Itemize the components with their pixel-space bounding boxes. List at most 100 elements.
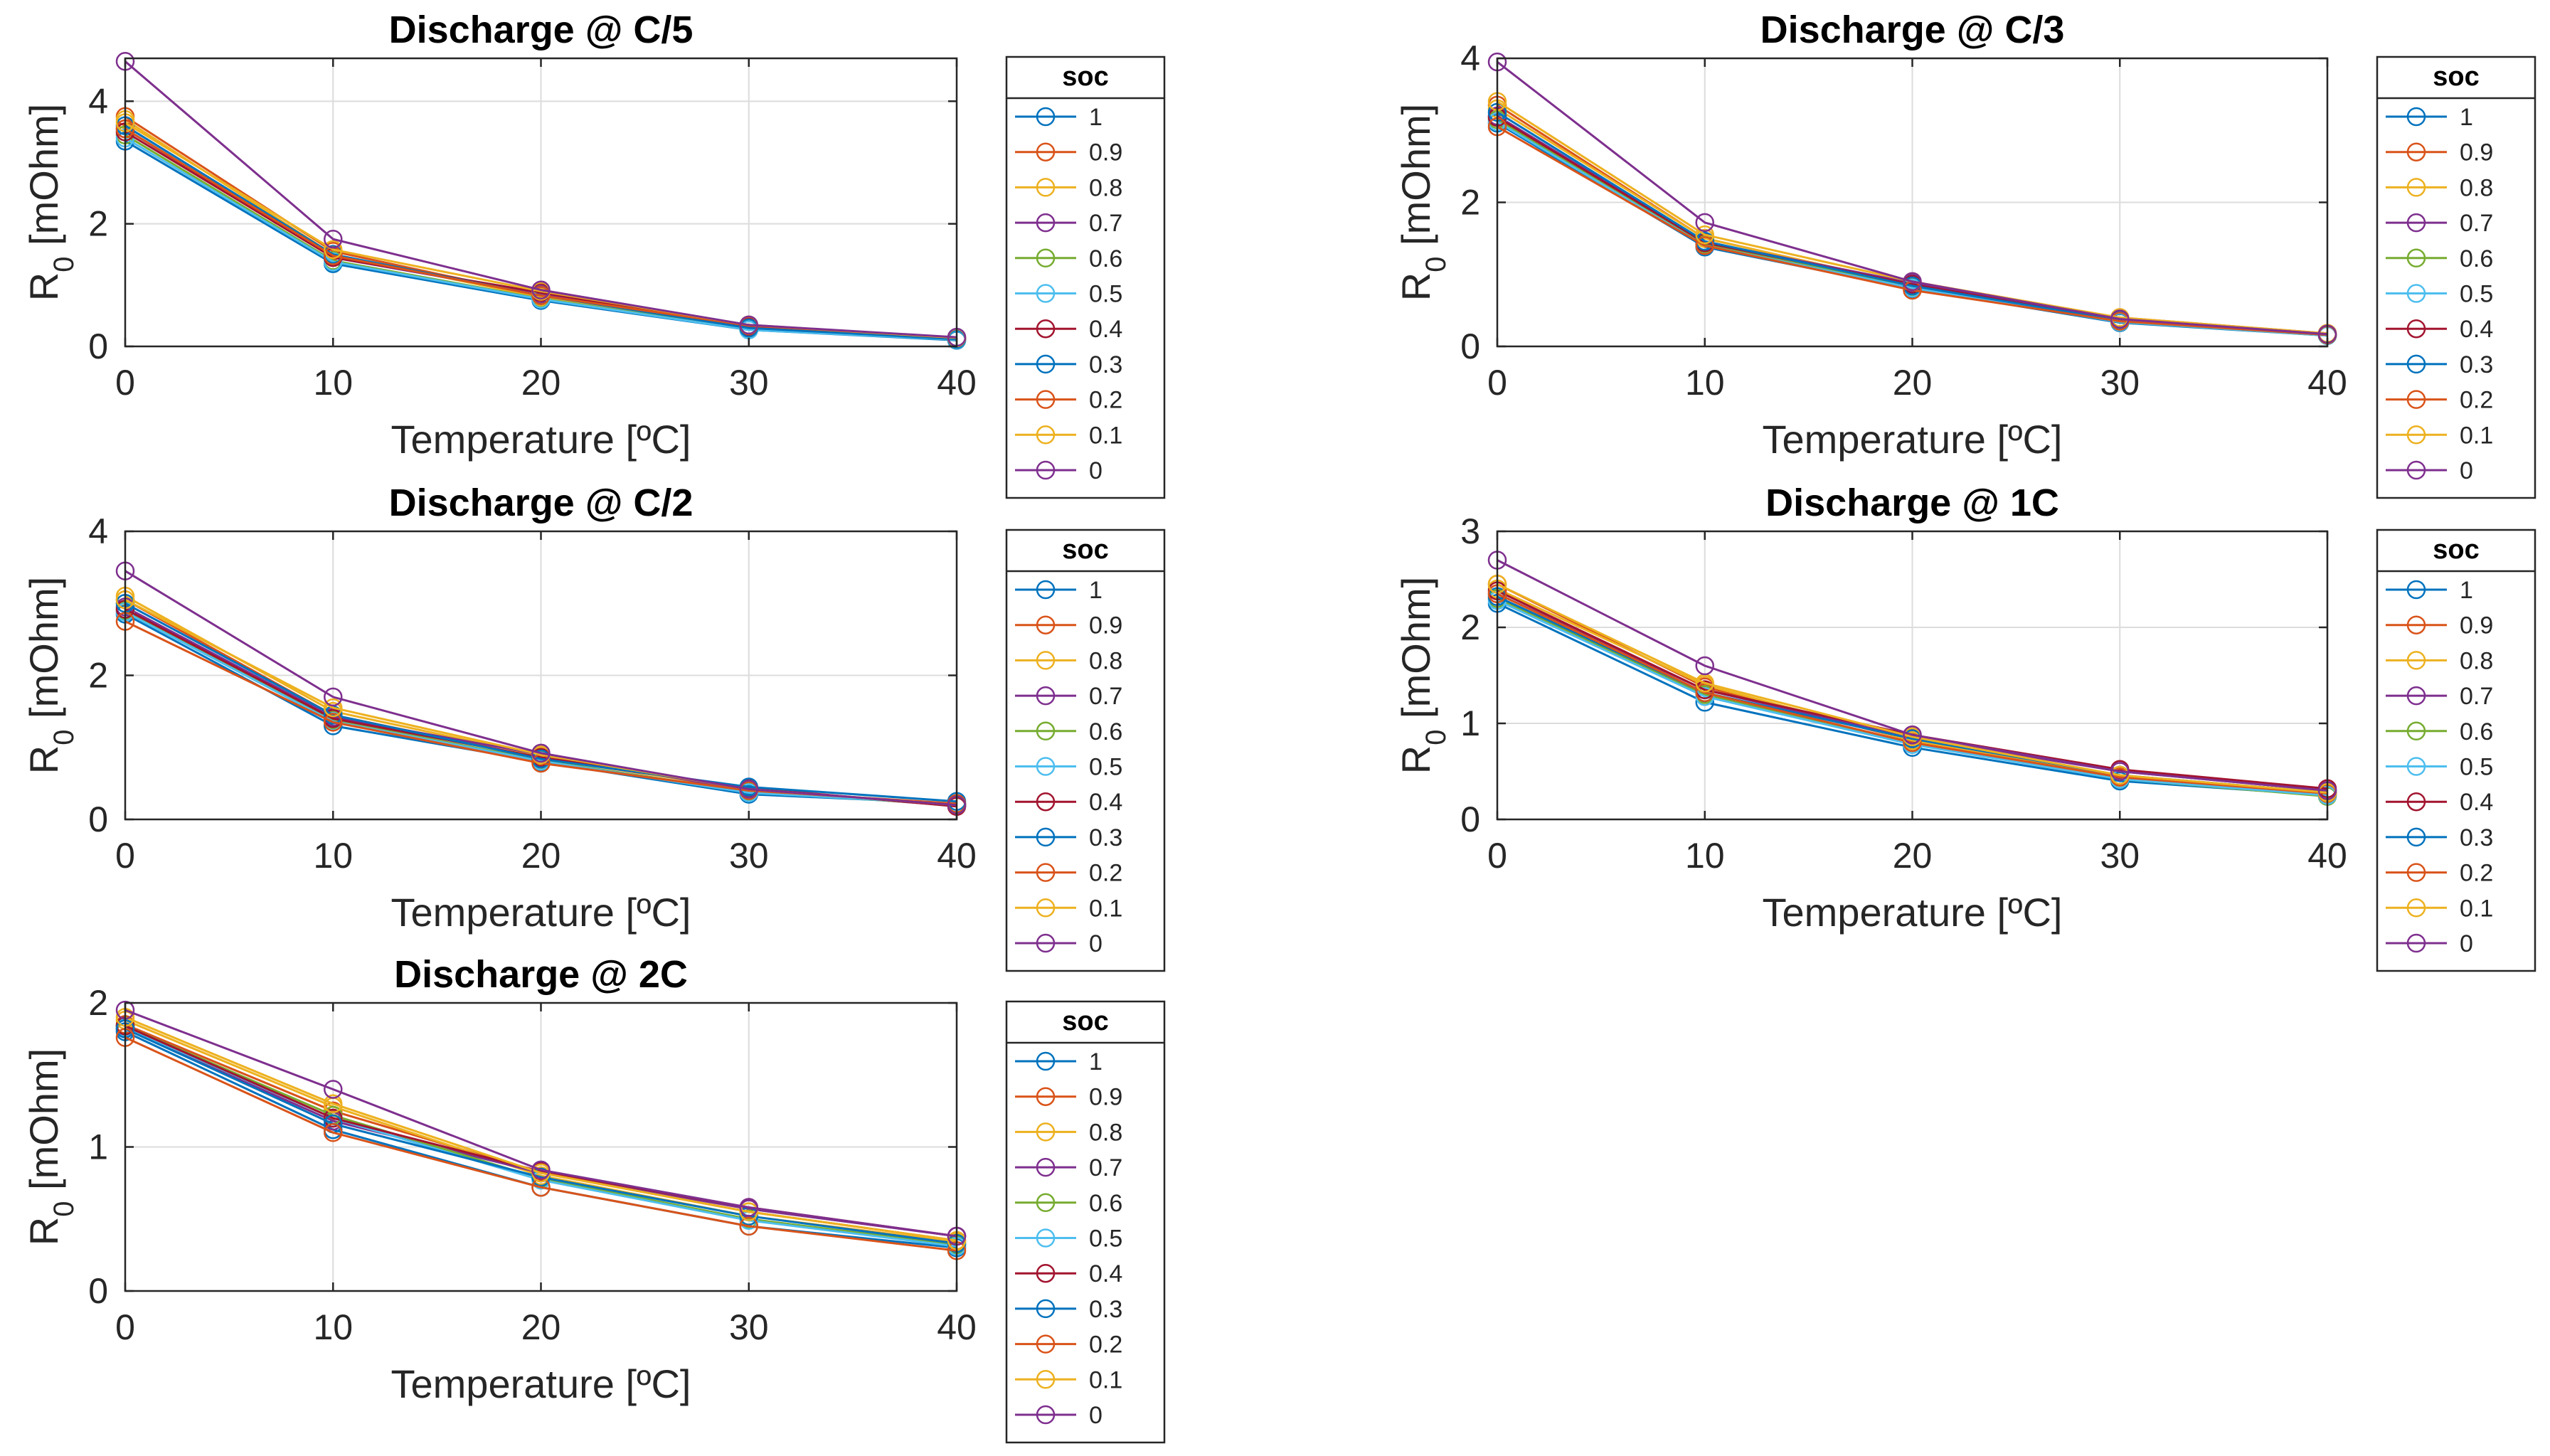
- legend-entry: 0.7: [2460, 210, 2493, 237]
- legend-marker: [2406, 615, 2426, 634]
- chart-title: Discharge @ 2C: [394, 953, 688, 996]
- legend-marker: [1036, 757, 1056, 776]
- data-point: [531, 1160, 551, 1180]
- x-tick-label: 0: [1487, 836, 1507, 876]
- legend-marker: [2406, 107, 2426, 127]
- y-tick-label: 2: [88, 656, 108, 696]
- x-tick-label: 20: [1893, 363, 1933, 403]
- legend-marker: [1036, 284, 1056, 303]
- legend-marker: [1036, 460, 1056, 480]
- y-tick-label: 4: [1460, 38, 1480, 78]
- legend: soc 1 0.9 0.8 0.7 0.6 0.5 0.4 0.3 0.2 0.1 0: [1005, 1000, 1166, 1444]
- chart-title: Discharge @ C/2: [389, 482, 694, 524]
- legend-entry: 1: [1089, 577, 1103, 604]
- chart-title: Discharge @ C/5: [389, 9, 694, 51]
- legend-entry: 0.9: [2460, 139, 2493, 166]
- x-axis-label: Temperature [ºC]: [1763, 890, 2063, 935]
- legend: soc 1 0.9 0.8 0.7 0.6 0.5 0.4 0.3 0.2 0.1 0: [1005, 55, 1166, 499]
- legend-marker: [2406, 354, 2426, 374]
- legend-marker: [2406, 827, 2426, 847]
- y-tick-label: 0: [88, 1271, 108, 1311]
- legend-marker: [1036, 898, 1056, 918]
- data-point: [324, 1094, 343, 1113]
- legend-marker: [1036, 1405, 1056, 1425]
- legend-entry: 0.4: [2460, 316, 2493, 343]
- legend-entry: 0.6: [2460, 718, 2493, 745]
- legend-marker: [2406, 142, 2426, 161]
- x-tick-label: 10: [313, 836, 353, 876]
- legend-entry: 0.9: [1089, 139, 1122, 166]
- legend-marker: [1036, 213, 1056, 233]
- legend-entry: 0.1: [2460, 895, 2493, 922]
- legend-marker: [1036, 142, 1056, 161]
- data-point: [1695, 236, 1714, 255]
- series-line-soc-0: [124, 1009, 957, 1238]
- data-point: [1695, 656, 1714, 676]
- data-point: [324, 240, 343, 260]
- legend-entry: 0.5: [2460, 281, 2493, 308]
- x-tick-label: 30: [2100, 363, 2140, 403]
- series-line-soc-0.3: [124, 602, 957, 803]
- legend-marker: [1036, 686, 1056, 706]
- x-tick-label: 40: [2307, 363, 2347, 403]
- y-tick-label: 2: [88, 204, 108, 244]
- data-point: [531, 743, 551, 763]
- legend-marker: [1036, 1263, 1056, 1283]
- data-point: [1695, 213, 1714, 233]
- x-tick-label: 30: [729, 1307, 769, 1347]
- x-tick-label: 40: [2307, 836, 2347, 876]
- legend-entry: 1: [2460, 577, 2473, 604]
- legend-entry: 0.8: [1089, 647, 1122, 674]
- legend-marker: [2406, 792, 2426, 812]
- legend-entry: 0.5: [1089, 1226, 1122, 1253]
- y-tick-label: 0: [88, 326, 108, 366]
- y-axis-label: R0 [mOhm]: [21, 104, 80, 301]
- x-tick-label: 0: [115, 1307, 135, 1347]
- y-tick-label: 1: [1460, 703, 1480, 743]
- legend-entry: 0.6: [2460, 245, 2493, 272]
- y-tick-label: 0: [1460, 799, 1480, 839]
- legend-box: [1005, 1000, 1166, 1444]
- legend-title: soc: [1062, 62, 1108, 92]
- legend-marker: [1036, 178, 1056, 197]
- data-point: [739, 1202, 758, 1221]
- x-tick-label: 30: [729, 363, 769, 403]
- legend-entry: 0.2: [1089, 387, 1122, 414]
- x-tick-label: 20: [521, 1307, 561, 1347]
- data-point: [324, 713, 343, 732]
- legend-box: [2376, 528, 2536, 972]
- legend-entry: 0: [1089, 457, 1103, 484]
- legend-marker: [2406, 425, 2426, 445]
- legend-marker: [2406, 757, 2426, 776]
- data-point: [324, 1123, 343, 1142]
- legend-entry: 0.1: [2460, 422, 2493, 449]
- data-point: [739, 1216, 758, 1236]
- y-tick-label: 4: [88, 511, 108, 551]
- legend-box: [2376, 55, 2536, 499]
- y-tick-label: 2: [1460, 183, 1480, 223]
- x-axis-label: Temperature [ºC]: [1763, 417, 2063, 462]
- x-tick-label: 40: [937, 1307, 977, 1347]
- legend-marker: [2406, 686, 2426, 706]
- legend-marker: [2406, 863, 2426, 882]
- legend-entry: 0: [2460, 457, 2473, 484]
- x-tick-label: 20: [1893, 836, 1933, 876]
- legend: soc 1 0.9 0.8 0.7 0.6 0.5 0.4 0.3 0.2 0.1 0: [1005, 528, 1166, 972]
- data-point: [324, 229, 343, 249]
- legend-marker: [2406, 319, 2426, 339]
- legend-entry: 0: [2460, 930, 2473, 957]
- y-tick-label: 0: [1460, 326, 1480, 366]
- data-point: [1903, 276, 1922, 296]
- data-point: [1695, 225, 1714, 245]
- x-tick-label: 10: [1685, 363, 1725, 403]
- legend-entry: 0.6: [1089, 718, 1122, 745]
- legend-marker: [1036, 1299, 1056, 1319]
- legend-entry: 0.2: [2460, 860, 2493, 887]
- legend-marker: [2406, 390, 2426, 409]
- legend-marker: [2406, 248, 2426, 268]
- y-tick-label: 2: [88, 983, 108, 1023]
